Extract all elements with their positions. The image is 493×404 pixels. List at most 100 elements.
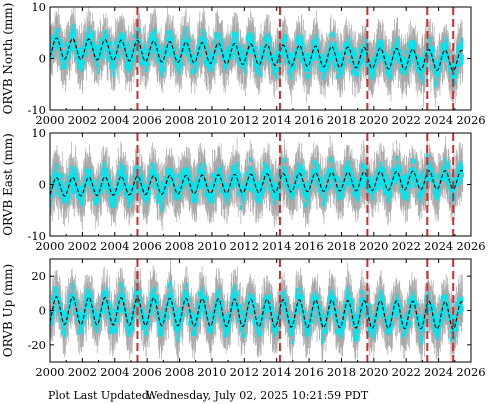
data-point [64,56,68,62]
data-point [375,56,378,62]
data-point [129,188,132,194]
data-point [102,161,105,167]
data-point [161,182,164,188]
data-point [435,72,439,78]
data-point [220,37,223,43]
data-point [62,185,65,191]
data-point [59,44,62,50]
data-point [408,59,411,65]
data-point [106,34,109,40]
data-point [269,38,272,44]
data-point [80,185,83,191]
panel-north: 2000 2002 2004 2006 2008 2010 2012 2014 2016 2018… [1,0,486,127]
data-point [85,34,89,40]
data-point [194,186,198,192]
data-point [422,66,426,72]
data-point [164,44,167,50]
data-point [287,57,290,63]
data-point [139,39,142,45]
data-point [85,47,88,53]
data-point [141,179,144,185]
data-point [145,64,149,70]
data-point [76,47,79,53]
data-point [94,187,97,193]
data-point [256,58,259,64]
plot-area-north [50,7,464,110]
data-point [414,61,418,67]
data-point [439,58,442,64]
data-point [64,63,67,69]
data-point [245,36,248,42]
data-point [321,74,325,80]
data-point [392,55,395,61]
data-point [450,71,454,77]
data-point [252,46,256,52]
data-point [201,168,204,174]
data-point [210,65,213,71]
data-point [101,168,104,174]
data-point [397,47,400,53]
data-point [250,47,253,53]
data-point [92,30,95,36]
data-point [230,53,233,59]
data-point [155,181,158,187]
data-point [142,192,145,198]
data-point [96,178,100,184]
data-point [166,180,169,186]
data-point [75,40,78,46]
data-point [393,43,396,49]
data-point [388,70,391,76]
data-point [159,67,162,73]
data-point [199,184,202,190]
data-point [121,180,124,186]
data-point [175,190,178,196]
data-point [455,69,458,75]
data-point [73,29,77,35]
data-point [97,181,101,187]
data-point [86,180,89,186]
data-point [384,57,387,63]
data-point [301,53,304,59]
data-point [253,50,256,56]
x-tick-label: 2000 [35,113,64,127]
data-point [128,67,131,73]
data-point [301,44,304,50]
data-point [83,188,86,194]
data-point [214,36,217,42]
data-point [277,44,280,50]
data-point [418,56,421,62]
data-point [299,42,303,48]
data-point [144,67,147,73]
data-point [203,32,206,38]
data-point [79,63,82,69]
data-point [282,47,285,53]
data-point [152,164,155,170]
data-point [223,60,226,66]
data-point [139,183,142,189]
data-point [73,173,76,179]
data-point [76,185,79,191]
data-point [92,45,95,51]
data-point [238,179,241,185]
data-point [55,189,58,195]
data-point [188,182,191,188]
data-point [52,174,55,180]
data-point [237,45,240,51]
data-point [429,56,432,62]
y-axis-label-north: ORVB North (mm) [1,3,15,115]
data-point [76,193,79,199]
data-point [179,188,182,194]
data-point [387,55,390,61]
x-tick-label: 2022 [392,113,421,127]
data-point [412,40,415,46]
data-point [131,57,134,63]
data-point [101,47,105,53]
data-point [62,63,66,69]
data-point [136,164,139,170]
data-point [164,188,168,194]
data-point [185,27,188,33]
data-point [339,54,342,60]
data-point [108,42,111,48]
data-point [231,45,234,51]
data-point [442,56,445,62]
